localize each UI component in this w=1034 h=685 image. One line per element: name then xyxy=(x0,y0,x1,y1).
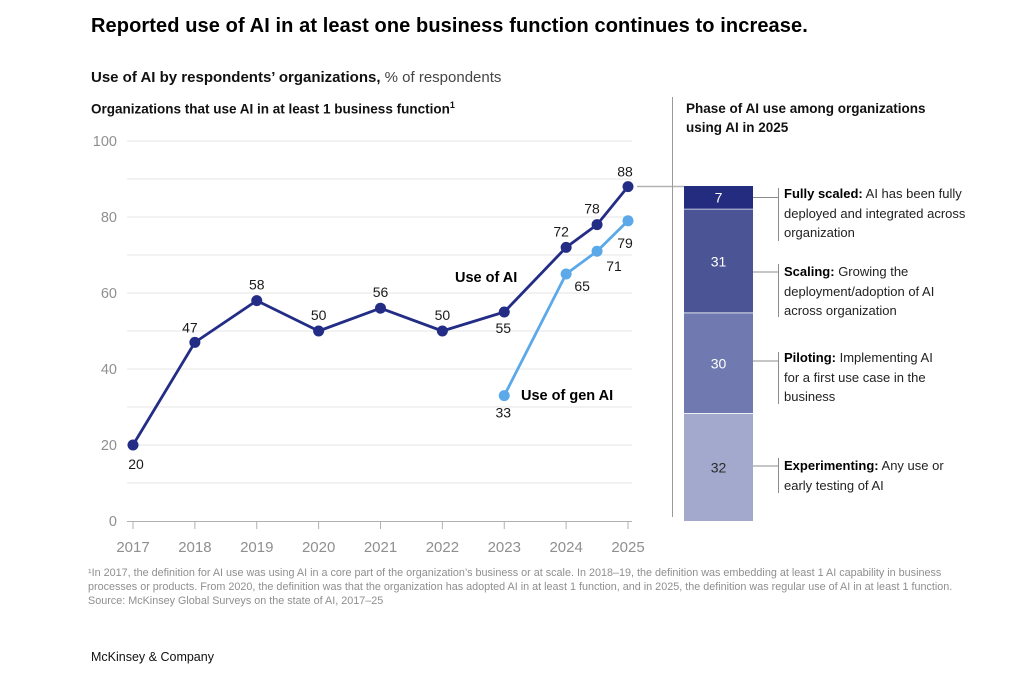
data-label: 88 xyxy=(617,164,633,180)
data-label: 55 xyxy=(495,320,511,336)
y-tick-label: 20 xyxy=(101,438,117,454)
gridlines xyxy=(127,140,632,484)
source-text: Source: McKinsey Global Surveys on the s… xyxy=(88,594,384,607)
phase-label-scaling: Scaling: Growing the deployment/adoption… xyxy=(784,262,954,321)
data-point xyxy=(498,390,510,402)
line-chart-title-text: Organizations that use AI in at least 1 … xyxy=(91,101,450,117)
phase-label-piloting-term: Piloting: xyxy=(784,350,836,365)
phase-label-fully-scaled-term: Fully scaled: xyxy=(784,186,863,201)
y-tick-label: 0 xyxy=(109,514,117,530)
series-line xyxy=(131,185,630,447)
x-tick-label: 2023 xyxy=(488,539,521,556)
phase-label-piloting: Piloting: Implementing AI for a first us… xyxy=(784,348,946,407)
data-label: 50 xyxy=(435,307,451,323)
phase-label-experimenting-term: Experimenting: xyxy=(784,458,879,473)
page-subtitle: Use of AI by respondents’ organizations,… xyxy=(91,69,501,86)
data-point xyxy=(622,215,634,227)
data-label: 65 xyxy=(574,278,590,294)
x-tick-label: 2017 xyxy=(116,539,149,556)
data-point xyxy=(591,245,603,257)
y-axis: 0 20 40 60 80 100 xyxy=(93,134,117,530)
bar-segment-value: 31 xyxy=(711,253,727,269)
data-label: 33 xyxy=(495,405,511,421)
data-point xyxy=(251,295,263,307)
bar-segment xyxy=(684,413,753,521)
y-tick-label: 80 xyxy=(101,210,117,226)
bar-segment xyxy=(684,186,753,210)
phase-label-fully-scaled: Fully scaled: AI has been fully deployed… xyxy=(784,184,984,243)
x-tick-label: 2020 xyxy=(302,539,335,556)
subtitle-bold: Use of AI by respondents’ organizations, xyxy=(91,69,381,86)
footnote-block: ¹In 2017, the definition for AI use was … xyxy=(88,567,956,608)
data-point xyxy=(436,325,448,337)
phase-label-scaling-desc: Growing the deployment/adoption of AI ac… xyxy=(784,264,935,318)
bar-segment-value: 7 xyxy=(715,190,723,206)
data-label: 58 xyxy=(249,277,265,293)
data-point xyxy=(189,336,201,348)
mckinsey-logo: McKinsey & Company xyxy=(91,650,214,664)
x-axis: 2017 2018 2019 2020 2021 2022 2023 2024 2025 xyxy=(116,521,645,556)
x-tick-label: 2024 xyxy=(549,539,582,556)
data-label: 79 xyxy=(617,235,633,251)
series-line xyxy=(502,219,630,398)
footnote-marker: 1 xyxy=(449,100,455,110)
series-name-label: Use of gen AI xyxy=(521,388,613,404)
footnote-text: ¹In 2017, the definition for AI use was … xyxy=(88,567,953,593)
x-tick-label: 2018 xyxy=(178,539,211,556)
x-tick-label: 2019 xyxy=(240,539,273,556)
x-tick-label: 2025 xyxy=(611,539,644,556)
bar-segment xyxy=(684,313,753,414)
y-tick-label: 60 xyxy=(101,286,117,302)
subtitle-units: % of respondents xyxy=(380,69,502,86)
data-label: 50 xyxy=(311,307,327,323)
bar-segment xyxy=(684,209,753,314)
y-tick-label: 40 xyxy=(101,362,117,378)
phase-label-experimenting-desc: Any use or early testing of AI xyxy=(784,458,944,493)
phase-brackets xyxy=(753,188,779,493)
data-point xyxy=(313,325,325,337)
data-point xyxy=(560,268,572,280)
data-point xyxy=(375,302,386,314)
series-use-of-gen-ai: 33 65 71 79 Use of gen AI xyxy=(495,215,634,421)
phase-label-scaling-term: Scaling: xyxy=(784,264,835,279)
data-label: 72 xyxy=(553,223,569,239)
data-label: 78 xyxy=(584,201,600,217)
phase-label-experimenting: Experimenting: Any use or early testing … xyxy=(784,456,966,495)
data-point xyxy=(560,241,572,253)
phase-label-piloting-desc: Implementing AI for a first use case in … xyxy=(784,350,933,404)
data-label: 47 xyxy=(182,319,198,335)
page-title: Reported use of AI in at least one busin… xyxy=(91,15,808,37)
data-label: 71 xyxy=(606,258,622,274)
series-name-label: Use of AI xyxy=(455,270,517,286)
data-point xyxy=(591,219,603,231)
phase-label-fully-scaled-desc: AI has been fully deployed and integrate… xyxy=(784,186,966,240)
series-use-of-ai: 20 47 58 50 56 50 55 72 78 88 Use of AI xyxy=(127,164,634,472)
data-point xyxy=(127,439,139,451)
data-label: 20 xyxy=(128,456,144,472)
bar-segment-value: 32 xyxy=(711,459,727,475)
data-point xyxy=(622,181,634,193)
data-label: 56 xyxy=(373,284,389,300)
data-point xyxy=(498,306,510,318)
line-chart-title: Organizations that use AI in at least 1 … xyxy=(91,100,455,117)
phase-stacked-bar: 7 31 30 32 xyxy=(684,186,753,521)
y-tick-label: 100 xyxy=(93,134,117,150)
x-tick-label: 2022 xyxy=(426,539,459,556)
bar-segment-value: 30 xyxy=(711,356,727,372)
right-panel-title: Phase of AI use among organizations usin… xyxy=(686,101,926,135)
x-tick-label: 2021 xyxy=(364,539,397,556)
